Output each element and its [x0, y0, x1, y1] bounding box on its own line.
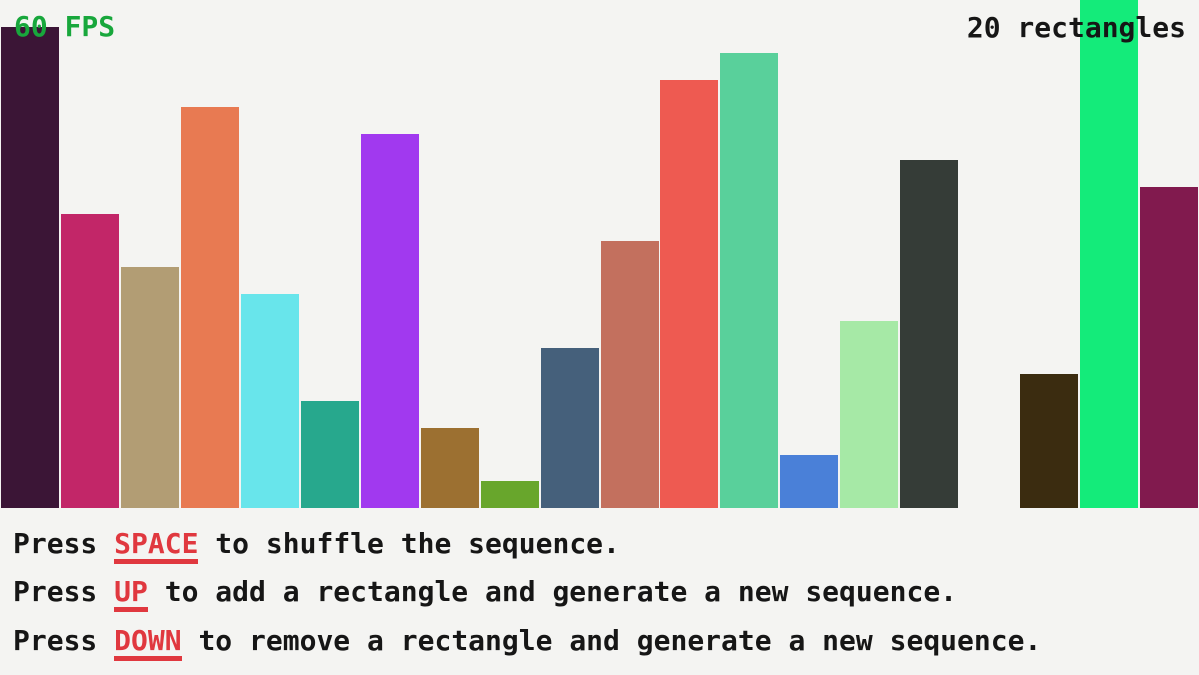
rectangle-count-label: 20 rectangles: [966, 11, 1186, 44]
instruction-suffix: to shuffle the sequence.: [198, 527, 620, 560]
bar-15: [900, 160, 959, 508]
bar-11: [660, 80, 719, 508]
bar-12: [720, 53, 779, 508]
bar-5: [300, 401, 359, 508]
instruction-add: Press UP to add a rectangle and generate…: [13, 575, 957, 612]
bar-0: [1, 26, 59, 508]
key-up: UP: [114, 578, 148, 612]
bar-9: [540, 347, 599, 508]
bar-6: [360, 133, 419, 508]
key-down: DOWN: [114, 627, 182, 661]
instruction-remove: Press DOWN to remove a rectangle and gen…: [13, 624, 1041, 661]
instruction-prefix: Press: [13, 624, 115, 657]
bar-3: [180, 106, 239, 508]
fps-counter: 60 FPS: [14, 10, 116, 43]
bar-14: [840, 320, 899, 508]
instruction-prefix: Press: [13, 527, 115, 560]
bar-2: [120, 267, 179, 508]
bars-canvas: [1, 0, 1199, 508]
bar-13: [780, 454, 839, 508]
bar-1: [60, 213, 119, 508]
instruction-suffix: to add a rectangle and generate a new se…: [147, 575, 958, 608]
bar-4: [240, 294, 299, 508]
key-space: SPACE: [114, 530, 199, 564]
bar-19: [1140, 187, 1199, 508]
bar-7: [420, 427, 479, 508]
bar-18: [1080, 0, 1139, 508]
instruction-prefix: Press: [13, 575, 115, 608]
bar-10: [600, 240, 659, 508]
instruction-shuffle: Press SPACE to shuffle the sequence.: [13, 527, 620, 564]
instruction-suffix: to remove a rectangle and generate a new…: [181, 624, 1042, 657]
bar-8: [480, 481, 539, 508]
bar-17: [1020, 374, 1079, 508]
